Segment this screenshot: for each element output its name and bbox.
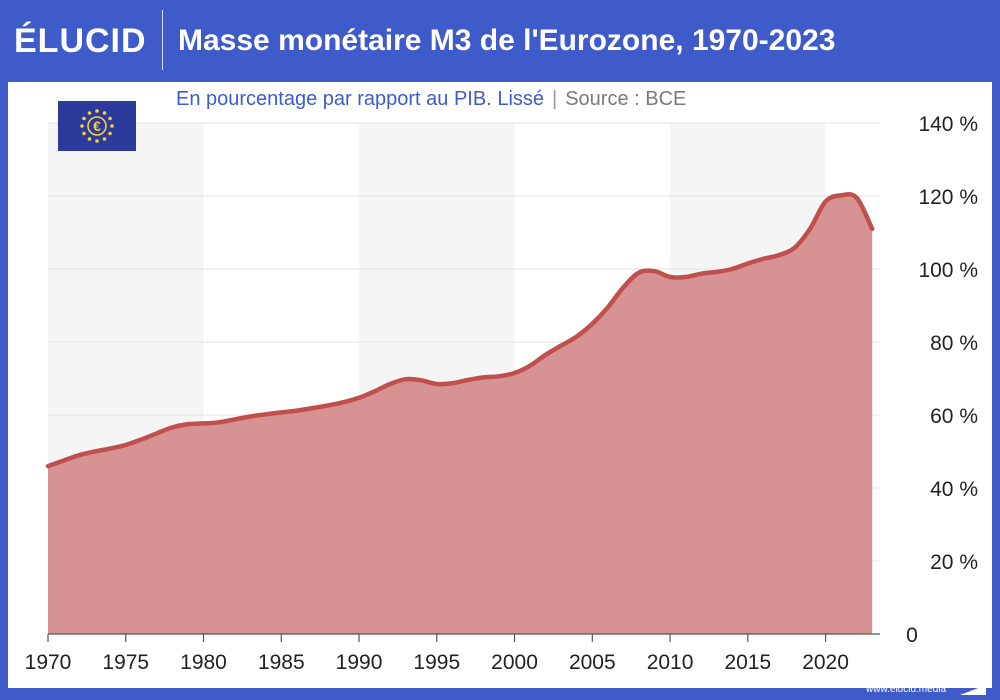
x-tick-label-2020: 2020 [802, 651, 849, 674]
x-tick-label-1990: 1990 [336, 651, 383, 674]
chart-title: Masse monétaire M3 de l'Eurozone, 1970-2… [178, 24, 836, 57]
y-tick-label-40: 40 % [930, 478, 978, 501]
series-area [48, 194, 873, 634]
header-divider [162, 10, 163, 70]
svg-text:€: € [93, 118, 101, 134]
y-tick-label-140: 140 % [918, 113, 978, 136]
y-tick-label-20: 20 % [930, 551, 978, 574]
y-tick-label-120: 120 % [918, 186, 978, 209]
series-line [45, 191, 875, 469]
subtitle-separator: | [552, 88, 558, 110]
header-bar: ÉLUCID Masse monétaire M3 de l'Eurozone,… [0, 0, 1000, 82]
footer-url[interactable]: www.elucid.media [866, 684, 947, 695]
y-tick-label-100: 100 % [918, 259, 978, 282]
x-tick-label-1970: 1970 [25, 651, 72, 674]
x-tick-label-1980: 1980 [180, 651, 227, 674]
chart-subtitle: En pourcentage par rapport au PIB. Lissé… [176, 88, 686, 111]
x-tick-label-2015: 2015 [724, 651, 771, 674]
y-tick-label-60: 60 % [930, 405, 978, 428]
x-tick-label-1995: 1995 [413, 651, 460, 674]
eu-flag-icon: € [58, 101, 136, 151]
elucid-mark-icon [960, 685, 986, 695]
source-text: Source : BCE [565, 88, 687, 110]
x-tick-label-2005: 2005 [569, 651, 616, 674]
x-tick-label-1985: 1985 [258, 651, 305, 674]
x-tick-label-2010: 2010 [647, 651, 694, 674]
y-tick-label-0: 0 [906, 624, 918, 647]
x-tick-label-2000: 2000 [491, 651, 538, 674]
x-tick-label-1975: 1975 [102, 651, 149, 674]
y-tick-label-80: 80 % [930, 332, 978, 355]
subtitle-text: En pourcentage par rapport au PIB. Lissé [176, 88, 545, 110]
elucid-logo[interactable]: ÉLUCID [14, 22, 147, 60]
